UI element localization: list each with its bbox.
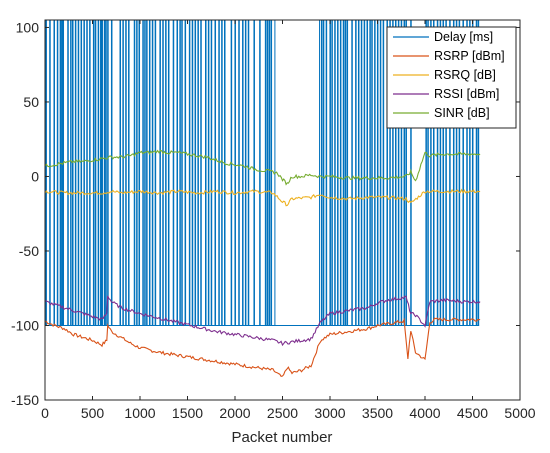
series-rsrp-line <box>45 317 481 378</box>
x-tick-label-5000: 5000 <box>504 405 535 421</box>
y-tick-label-0: 0 <box>31 168 39 184</box>
x-tick-label-500: 500 <box>81 405 105 421</box>
x-tick-label-4000: 4000 <box>409 405 440 421</box>
x-tick-label-3000: 3000 <box>314 405 345 421</box>
x-tick-label-1500: 1500 <box>172 405 203 421</box>
x-tick-label-2500: 2500 <box>267 405 298 421</box>
y-tick-label--150: -150 <box>11 392 39 408</box>
legend-label-4: SINR [dB] <box>434 106 490 120</box>
series-group <box>45 20 481 378</box>
legend: Delay [ms] RSRP [dBm] RSRQ [dB] RSSI [dBm] S… <box>386 26 517 129</box>
y-tick-label-100: 100 <box>16 19 40 35</box>
legend-label-0: Delay [ms] <box>434 30 493 44</box>
legend-label-3: RSSI [dBm] <box>434 87 499 101</box>
y-tick-label-50: 50 <box>23 94 39 110</box>
legend-label-2: RSRQ [dB] <box>434 68 496 82</box>
x-tick-label-2000: 2000 <box>219 405 250 421</box>
y-tick-label--100: -100 <box>11 317 39 333</box>
series-rsrq-line <box>45 188 481 207</box>
x-tick-label-4500: 4500 <box>457 405 488 421</box>
series-sinr-line <box>45 149 481 186</box>
legend-label-1: RSRP [dBm] <box>434 49 505 63</box>
series-rssi-line <box>45 295 481 347</box>
series-layer <box>45 20 481 378</box>
x-tick-label-0: 0 <box>41 405 49 421</box>
axes: 0 500 1000 1500 2000 2500 3000 3500 4000 4500 5000… <box>11 19 536 421</box>
y-tick-label--50: -50 <box>19 243 39 259</box>
legend-box <box>386 26 517 129</box>
x-tick-label-3500: 3500 <box>362 405 393 421</box>
x-tick-label-1000: 1000 <box>124 405 155 421</box>
x-axis-label: Packet number <box>232 429 333 446</box>
